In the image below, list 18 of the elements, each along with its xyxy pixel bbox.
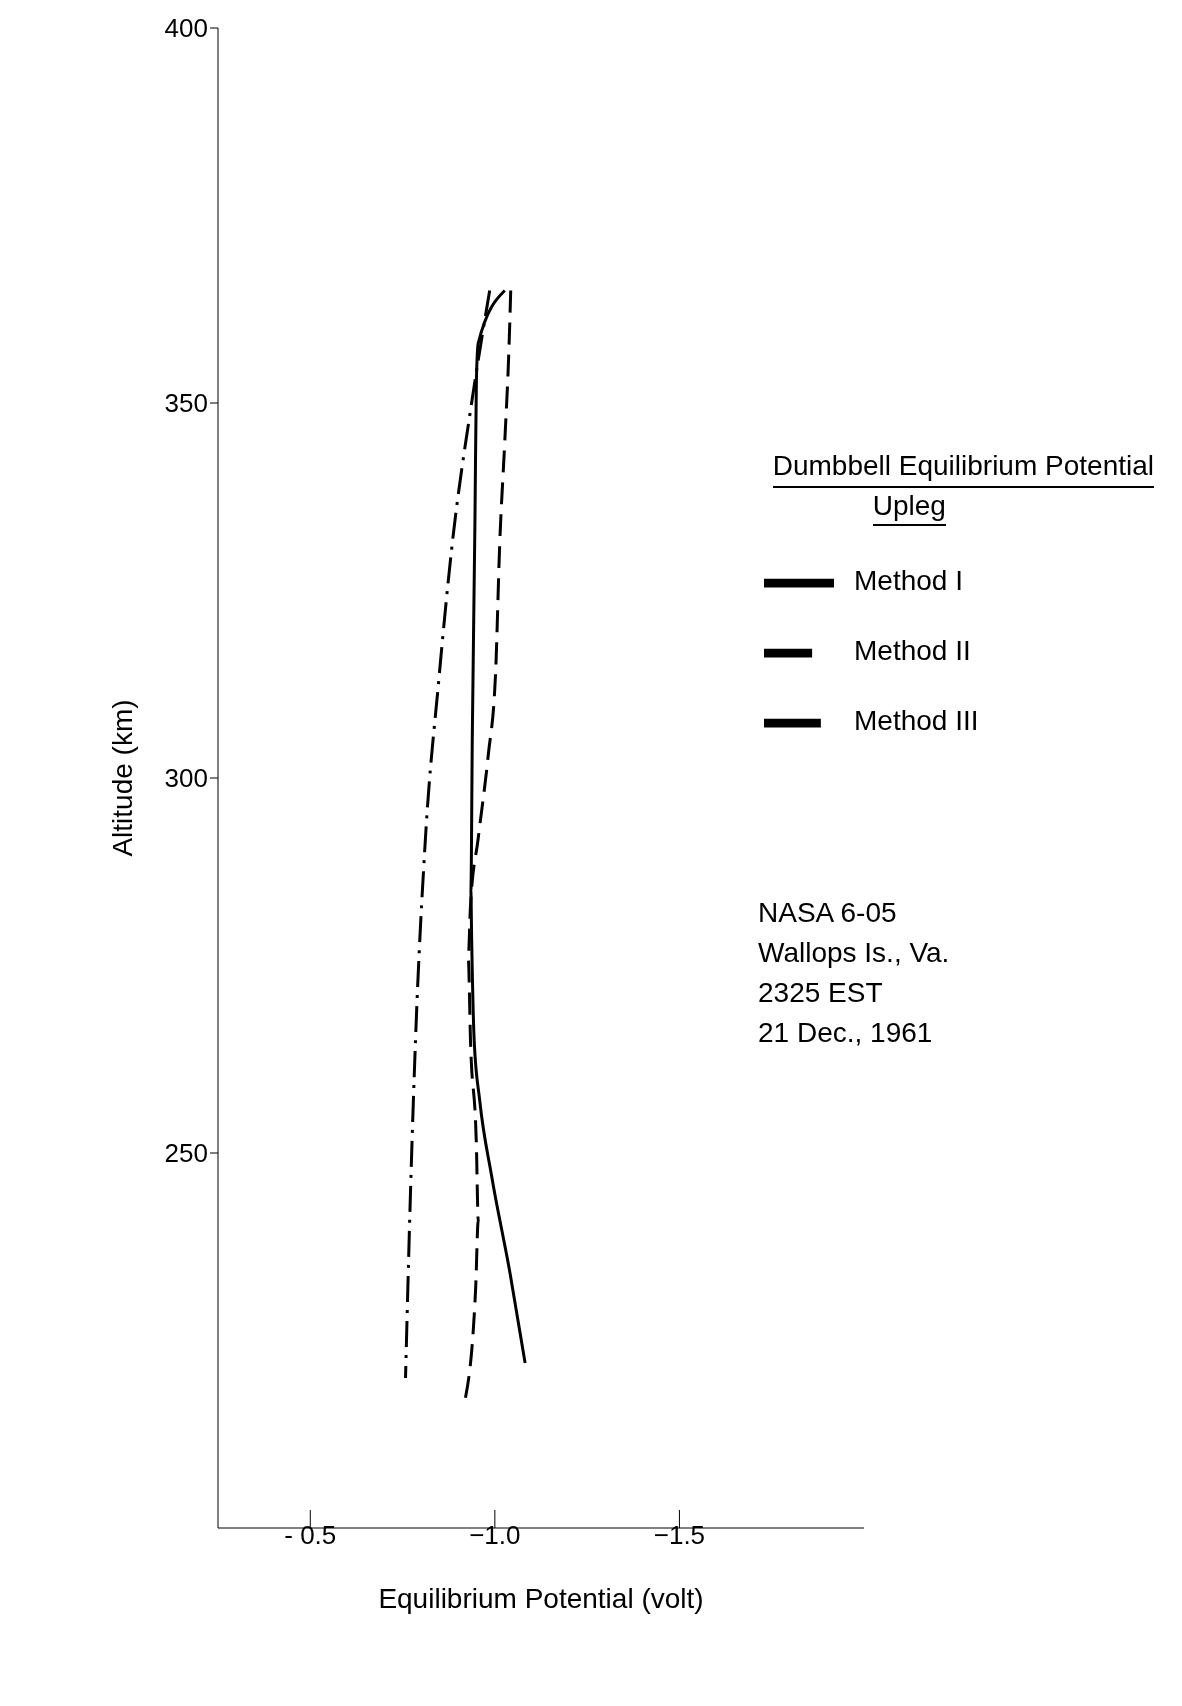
x-tick-label: −1.0 xyxy=(469,1520,521,1551)
annotation: 2325 EST xyxy=(758,976,884,1010)
y-tick-label: 400 xyxy=(164,13,208,44)
text: Upleg xyxy=(872,488,946,526)
annotation: Wallops Is., Va. xyxy=(758,936,950,970)
y-tick-label: 250 xyxy=(164,1138,208,1169)
legend-label: Method III xyxy=(854,704,980,739)
x-tick-label: - 0.5 xyxy=(284,1520,337,1551)
legend-label: Method I xyxy=(854,564,964,599)
y-tick-label: 300 xyxy=(164,763,208,794)
y-tick-label: 350 xyxy=(164,388,208,419)
legend-title: Dumbbell Equilibrium Potential xyxy=(772,448,1154,488)
y-axis-title: Altitude (km) xyxy=(106,699,138,857)
legend-label: Method II xyxy=(854,634,972,669)
annotation: NASA 6-05 xyxy=(758,896,898,930)
x-tick-label: −1.5 xyxy=(653,1520,706,1551)
annotation: 21 Dec., 1961 xyxy=(758,1016,934,1050)
x-axis-title: Equilibrium Potential (volt) xyxy=(378,1583,704,1614)
